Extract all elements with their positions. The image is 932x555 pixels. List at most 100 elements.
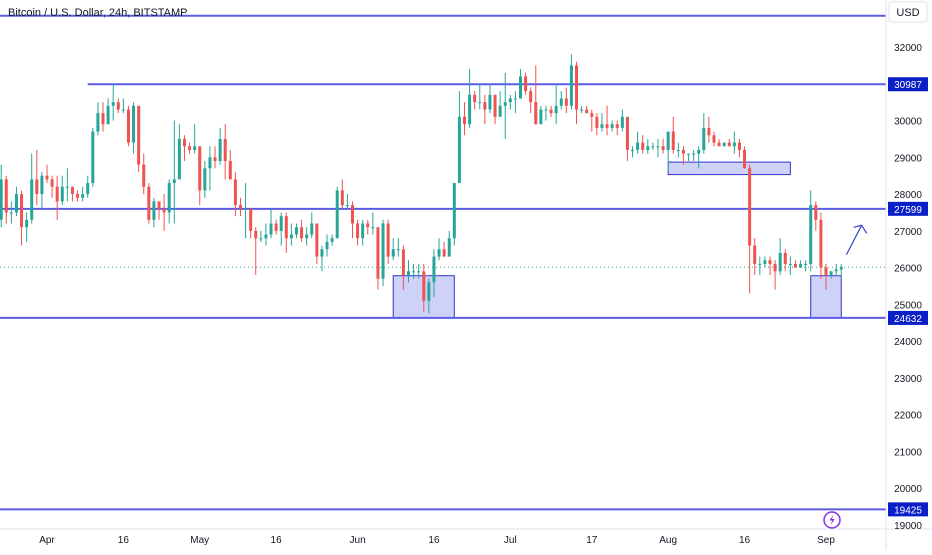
time-axis[interactable]: Apr 16 May 16 Jun 16 Jul 17 Aug 16 Sep — [39, 535, 835, 546]
candle — [814, 201, 818, 231]
candle-body — [137, 105, 141, 165]
candle — [55, 175, 59, 220]
candle — [422, 263, 426, 312]
candle — [493, 94, 497, 125]
candle-body — [60, 186, 64, 202]
candle — [687, 153, 691, 161]
candle-body — [294, 227, 298, 235]
candle — [101, 102, 105, 132]
candle — [748, 164, 752, 294]
time-tick-label: Jun — [350, 535, 366, 546]
candle-body — [218, 138, 222, 161]
currency-button[interactable]: USD — [888, 1, 928, 23]
candle — [804, 260, 808, 272]
candle-body — [656, 146, 660, 148]
level-badge: 30987 — [888, 77, 928, 92]
candle — [289, 223, 293, 246]
candle-body — [600, 124, 604, 128]
candle-body — [172, 179, 176, 184]
candle — [188, 142, 192, 154]
candle — [218, 127, 222, 165]
candle — [284, 212, 288, 253]
candle — [432, 249, 436, 298]
candle — [783, 249, 787, 272]
candle — [615, 120, 619, 136]
candle-body — [126, 109, 130, 143]
candle-body — [223, 138, 227, 161]
candle-body — [132, 105, 136, 143]
candle-body — [203, 168, 207, 191]
price-tick-label: 28000 — [894, 190, 922, 201]
candle-body — [671, 131, 675, 150]
candle-body — [702, 127, 706, 150]
candle-body — [519, 76, 523, 99]
candle-body — [493, 94, 497, 117]
price-tick-label: 19000 — [894, 521, 922, 532]
level-badges-group: 30987 27599 24632 19425 — [888, 77, 928, 517]
candle — [381, 219, 385, 286]
candle-body — [819, 219, 823, 268]
candle — [620, 109, 624, 132]
candle — [193, 124, 197, 154]
candle-body — [717, 142, 721, 147]
candle-body — [315, 223, 319, 257]
candle-body — [279, 216, 283, 231]
candle — [498, 91, 502, 117]
candles-group — [0, 54, 843, 314]
candle-body — [244, 208, 248, 210]
candle — [600, 113, 604, 132]
candle — [646, 138, 650, 154]
candle — [376, 227, 380, 290]
candle-body — [86, 183, 90, 195]
price-tick-label: 30000 — [894, 117, 922, 128]
candle-body — [758, 263, 762, 265]
candle-body — [585, 109, 589, 114]
lightning-icon[interactable] — [823, 511, 841, 529]
candle — [300, 219, 304, 242]
candle — [554, 83, 558, 125]
candle — [65, 168, 69, 202]
candle-body — [646, 146, 650, 150]
price-tick-label: 26000 — [894, 264, 922, 275]
price-tick-label: 20000 — [894, 484, 922, 495]
time-tick-label: Jul — [504, 535, 517, 546]
candle — [676, 142, 680, 158]
candle — [427, 278, 431, 314]
candle-body — [213, 157, 217, 161]
candle-body — [401, 249, 405, 275]
candle-body — [325, 241, 329, 250]
candle — [763, 256, 767, 268]
candle-body — [55, 186, 59, 202]
candle — [9, 201, 13, 224]
candle — [743, 146, 747, 169]
candle-body — [284, 216, 288, 239]
candle — [575, 61, 579, 125]
candle-body — [96, 113, 100, 132]
candle-body — [0, 179, 3, 220]
candle-body — [269, 223, 273, 235]
candle-body — [661, 146, 665, 150]
candle — [142, 153, 146, 195]
candle-body — [381, 223, 385, 279]
candle-body — [529, 91, 533, 103]
candle-body — [559, 98, 563, 106]
candle — [60, 175, 64, 206]
candle — [524, 72, 528, 95]
candle-body — [177, 138, 181, 180]
candle — [274, 219, 278, 235]
candle-body — [335, 190, 339, 239]
level-badge-label: 24632 — [894, 314, 922, 325]
candle-body — [452, 183, 456, 239]
candle-body — [396, 249, 400, 251]
time-tick-label: 16 — [428, 535, 440, 546]
candle-body — [768, 260, 772, 264]
price-tick-label: 27000 — [894, 227, 922, 238]
candle-body — [101, 113, 105, 125]
candle-body — [391, 249, 395, 257]
time-tick-label: Aug — [659, 535, 677, 546]
candle-body — [345, 205, 349, 207]
candle — [356, 219, 360, 246]
candle — [707, 116, 711, 143]
candle — [697, 146, 701, 169]
